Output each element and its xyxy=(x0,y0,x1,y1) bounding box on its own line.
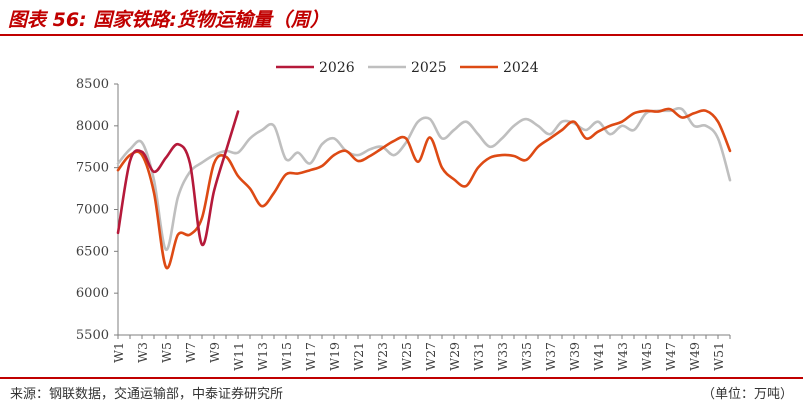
x-tick-label: W15 xyxy=(279,342,294,371)
x-tick-label: W33 xyxy=(495,342,510,371)
x-tick-label: W37 xyxy=(543,342,558,371)
legend-label-2024: 2024 xyxy=(503,60,539,76)
y-tick-label: 7000 xyxy=(76,203,109,218)
y-tick-label: 6500 xyxy=(76,244,109,259)
y-tick-label: 6000 xyxy=(76,286,109,301)
y-tick-label: 8000 xyxy=(76,119,109,134)
legend-label-2025: 2025 xyxy=(411,60,447,76)
y-tick-label: 5500 xyxy=(76,328,109,343)
unit-note: （单位：万吨） xyxy=(701,387,793,402)
x-tick-label: W43 xyxy=(615,342,630,371)
x-tick-label: W29 xyxy=(447,342,462,371)
legend-label-2026: 2026 xyxy=(319,60,355,76)
x-tick-label: W17 xyxy=(303,342,318,371)
x-tick-label: W1 xyxy=(111,342,126,363)
series-line-2025 xyxy=(116,106,732,252)
x-tick-label: W19 xyxy=(327,342,342,371)
series-line-2026 xyxy=(116,110,240,246)
x-tick-label: W39 xyxy=(567,342,582,371)
x-tick-label: W35 xyxy=(519,342,534,371)
x-tick-label: W41 xyxy=(591,342,606,371)
y-tick-label: 7500 xyxy=(76,161,109,176)
x-tick-label: W13 xyxy=(255,342,270,371)
series-lines xyxy=(116,106,732,270)
series-line-2024 xyxy=(116,107,732,270)
source-note: 来源：钢联数据，交通运输部，中泰证券研究所 xyxy=(10,387,284,402)
x-tick-label: W11 xyxy=(231,342,246,371)
figure-title: 图表 56: 国家铁路:货物运输量（周） xyxy=(8,9,329,31)
x-tick-label: W3 xyxy=(135,342,150,363)
x-tick-label: W49 xyxy=(687,342,702,371)
x-tick-label: W23 xyxy=(375,342,390,371)
x-tick-label: W5 xyxy=(159,342,174,363)
x-tick-label: W47 xyxy=(663,342,678,371)
x-tick-label: W7 xyxy=(183,342,198,363)
x-tick-label: W9 xyxy=(207,342,222,363)
x-tick-label: W25 xyxy=(399,342,414,371)
x-axis-ticks: W1 W3 W5 W7 W9 W11 W13 W15 W17 W19 W21 W23 W25 W27 W29… xyxy=(111,335,731,371)
x-tick-label: W51 xyxy=(711,342,726,371)
x-tick-label: W27 xyxy=(423,342,438,371)
y-axis-ticks: 5500 6000 6500 7000 7500 8000 8500 xyxy=(76,77,118,343)
chart-legend: 2026 2025 2024 xyxy=(276,60,539,76)
title-rule xyxy=(0,34,803,36)
x-tick-label: W21 xyxy=(351,342,366,371)
x-tick-label: W45 xyxy=(639,342,654,371)
x-tick-label: W31 xyxy=(471,342,486,371)
footer-rule xyxy=(0,377,803,379)
y-tick-label: 8500 xyxy=(76,77,109,92)
